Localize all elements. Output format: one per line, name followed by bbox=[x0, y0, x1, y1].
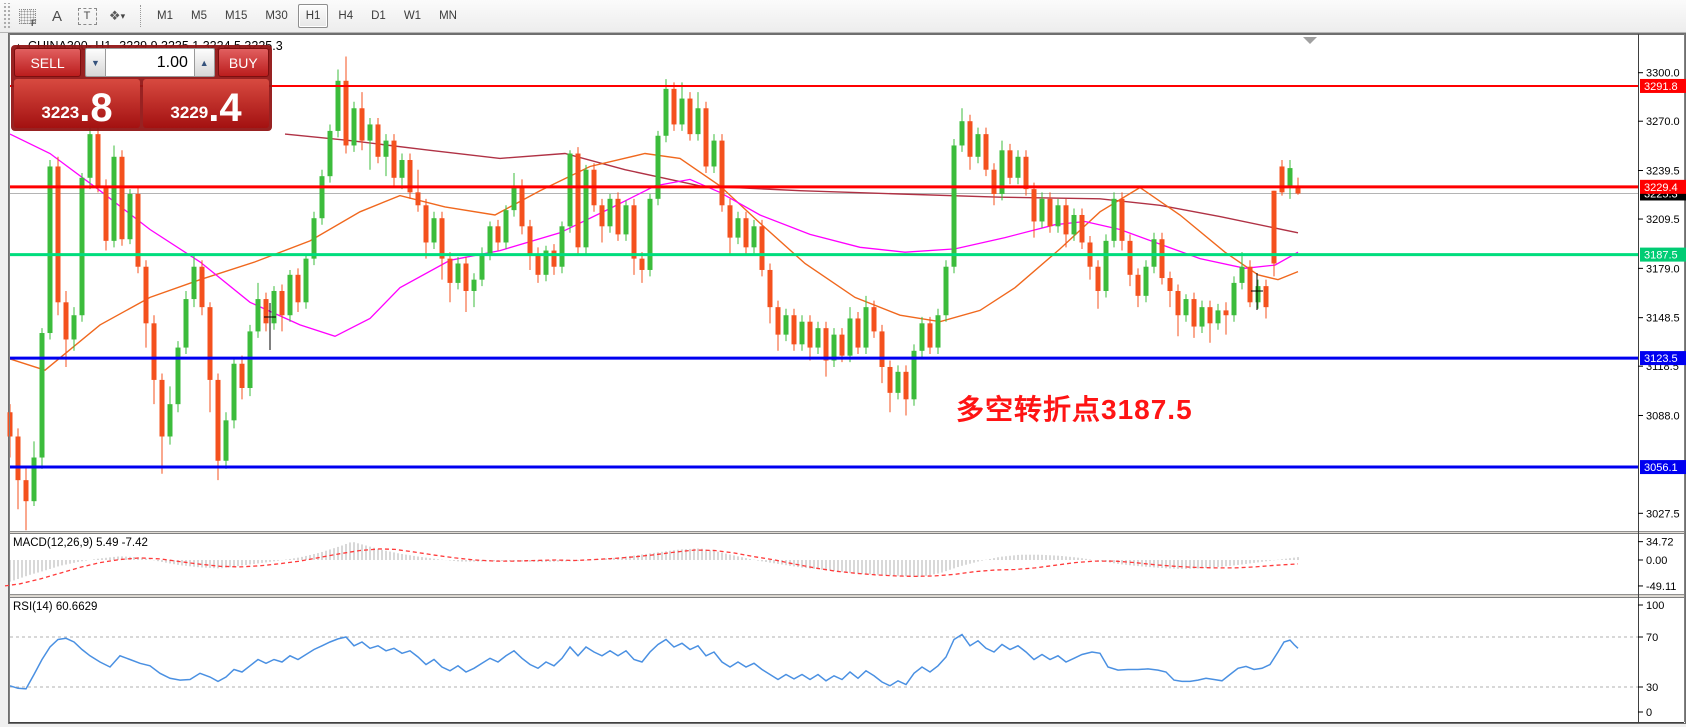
macd-label: MACD(12,26,9) 5.49 -7.42 bbox=[13, 537, 148, 549]
timeframe-h4[interactable]: H4 bbox=[338, 10, 354, 22]
svg-text:3270.0: 3270.0 bbox=[1646, 116, 1680, 128]
text-box-icon[interactable]: T bbox=[73, 3, 101, 29]
chevron-down-icon: ▾ bbox=[120, 10, 126, 21]
timeframe-h1[interactable]: H1 bbox=[297, 4, 329, 28]
timeframe-m15[interactable]: M15 bbox=[224, 10, 248, 22]
svg-text:0.00: 0.00 bbox=[1646, 555, 1667, 567]
shapes-tool-icon[interactable]: ❖ ▾ bbox=[108, 8, 126, 23]
svg-text:3291.8: 3291.8 bbox=[1644, 81, 1678, 93]
timeframe-m5[interactable]: M5 bbox=[190, 10, 207, 22]
indicator-grid-icon[interactable]: F bbox=[13, 3, 41, 29]
text-label-icon[interactable]: A bbox=[51, 7, 62, 25]
macd-panel bbox=[4, 542, 1299, 587]
timeframe-bar: M1 M5 M15 M30 H1 H4 D1 W1 MN bbox=[148, 4, 466, 28]
buy-button[interactable]: BUY bbox=[217, 48, 269, 77]
svg-text:100: 100 bbox=[1646, 600, 1664, 612]
price-axis: 3300.03270.03239.53209.53179.03148.53118… bbox=[1638, 68, 1686, 719]
sell-price-frac: .8 bbox=[79, 86, 113, 131]
sell-button[interactable]: SELL bbox=[14, 48, 82, 77]
toolbar: F A T ❖ ▾ M1 M5 M15 M30 H1 H4 D1 W1 MN bbox=[0, 0, 1686, 33]
price-badge-3229.4 bbox=[1640, 179, 1686, 194]
toolbar-separator bbox=[140, 5, 142, 27]
svg-text:3088.0: 3088.0 bbox=[1646, 410, 1680, 422]
svg-text:3179.0: 3179.0 bbox=[1646, 263, 1680, 275]
svg-text:-49.11: -49.11 bbox=[1646, 581, 1676, 593]
svg-text:3239.5: 3239.5 bbox=[1646, 166, 1680, 178]
volume-decrease-button[interactable]: ▼ bbox=[85, 48, 106, 77]
one-click-trading-panel: SELL ▼ ▲ BUY 3223.8 3229.4 bbox=[11, 45, 272, 131]
chart-annotation-text: 多空转折点3187.5 bbox=[956, 394, 1193, 425]
price-badge-3291.8 bbox=[1640, 78, 1686, 93]
level-lines[interactable] bbox=[10, 84, 1638, 469]
svg-text:3300.0: 3300.0 bbox=[1646, 68, 1680, 80]
sell-price-tile[interactable]: 3223.8 bbox=[14, 79, 140, 128]
buy-price-tile[interactable]: 3229.4 bbox=[143, 79, 269, 128]
svg-text:3148.5: 3148.5 bbox=[1646, 313, 1680, 325]
svg-text:30: 30 bbox=[1646, 682, 1658, 694]
svg-text:3056.1: 3056.1 bbox=[1644, 462, 1678, 474]
panel-borders bbox=[9, 34, 1685, 723]
scroll-end-marker-icon[interactable] bbox=[1303, 37, 1317, 44]
sell-price-main: 3223 bbox=[41, 103, 80, 122]
svg-text:0: 0 bbox=[1646, 707, 1652, 719]
timeframe-m30[interactable]: M30 bbox=[265, 10, 288, 22]
svg-text:3209.5: 3209.5 bbox=[1646, 214, 1680, 226]
svg-text:34.72: 34.72 bbox=[1646, 537, 1674, 549]
svg-text:3229.4: 3229.4 bbox=[1644, 182, 1678, 194]
candles-group[interactable] bbox=[7, 56, 1301, 531]
svg-text:3187.5: 3187.5 bbox=[1644, 250, 1678, 262]
svg-text:70: 70 bbox=[1646, 632, 1658, 644]
timeframe-m1[interactable]: M1 bbox=[157, 10, 173, 22]
price-badge-3056.1 bbox=[1640, 460, 1686, 475]
buy-price-frac: .4 bbox=[208, 86, 242, 131]
rsi-label: RSI(14) 60.6629 bbox=[13, 601, 98, 613]
price-badge-3123.5 bbox=[1640, 351, 1686, 366]
svg-text:3123.5: 3123.5 bbox=[1644, 353, 1678, 365]
rsi-line bbox=[9, 633, 1299, 690]
timeframe-w1[interactable]: W1 bbox=[403, 10, 422, 22]
timeframe-mn[interactable]: MN bbox=[439, 10, 457, 22]
rsi-panel bbox=[9, 633, 1638, 690]
volume-increase-button[interactable]: ▲ bbox=[193, 48, 215, 77]
timeframe-d1[interactable]: D1 bbox=[371, 10, 386, 22]
toolbar-drag-handle[interactable] bbox=[2, 3, 12, 29]
price-badge-3187.5 bbox=[1640, 247, 1686, 262]
volume-input[interactable] bbox=[105, 48, 194, 77]
svg-text:3027.5: 3027.5 bbox=[1646, 508, 1680, 520]
macd-signal-line bbox=[4, 548, 1299, 587]
buy-price-main: 3229 bbox=[170, 103, 209, 122]
